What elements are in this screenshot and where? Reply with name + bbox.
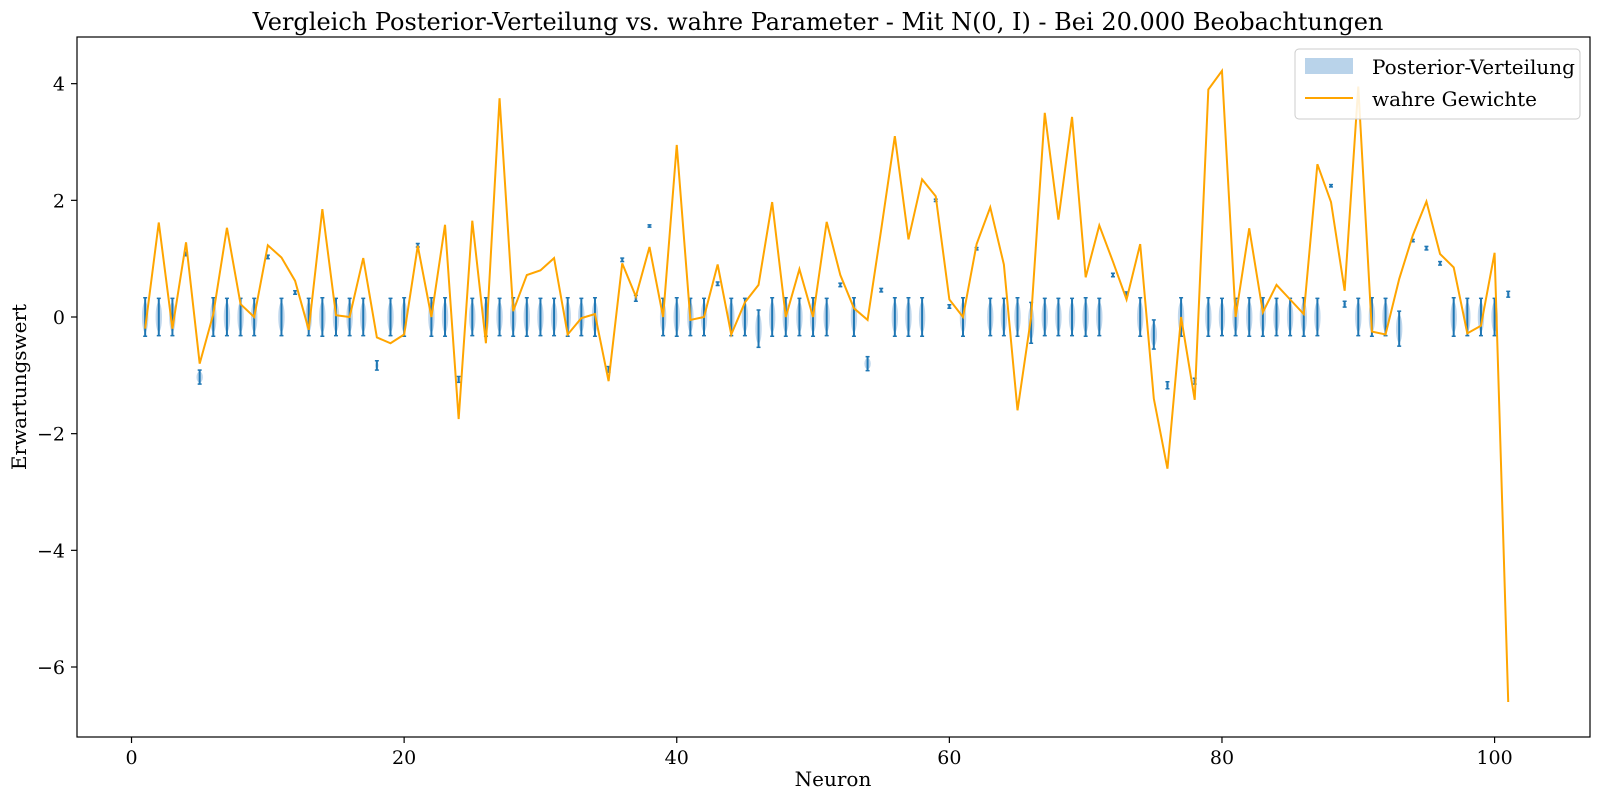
- legend-label-posterior: Posterior-Verteilung: [1372, 55, 1575, 79]
- x-tick-label: 60: [937, 747, 961, 769]
- y-tick-label: 2: [53, 190, 65, 212]
- x-axis-label: Neuron: [795, 767, 872, 791]
- x-tick-label: 20: [392, 747, 416, 769]
- legend-swatch-posterior: [1305, 58, 1353, 74]
- x-tick-label: 80: [1210, 747, 1234, 769]
- legend: Posterior-Verteilung wahre Gewichte: [1294, 48, 1581, 120]
- x-tick-label: 40: [665, 747, 689, 769]
- y-axis-label: Erwartungswert: [7, 304, 31, 470]
- x-tick-label: 0: [125, 747, 137, 769]
- legend-box: [1294, 48, 1581, 120]
- x-tick-label: 100: [1476, 747, 1512, 769]
- posterior-group: [141, 183, 1511, 390]
- y-tick-label: −4: [37, 540, 65, 562]
- true-weights-line: [144, 67, 1510, 703]
- chart-title: Vergleich Posterior-Verteilung vs. wahre…: [252, 8, 1384, 36]
- y-tick-label: −2: [37, 424, 65, 446]
- y-tick-label: −6: [37, 657, 65, 679]
- x-axis: 0 20 40 60 80 100: [125, 737, 1513, 769]
- y-tick-label: 4: [53, 74, 65, 96]
- plot-frame: [76, 36, 1591, 738]
- y-tick-label: 0: [53, 307, 65, 329]
- true-weights-group: [144, 67, 1510, 703]
- y-axis: −6 −4 −2 0 2 4: [37, 74, 77, 679]
- legend-label-true: wahre Gewichte: [1372, 87, 1537, 111]
